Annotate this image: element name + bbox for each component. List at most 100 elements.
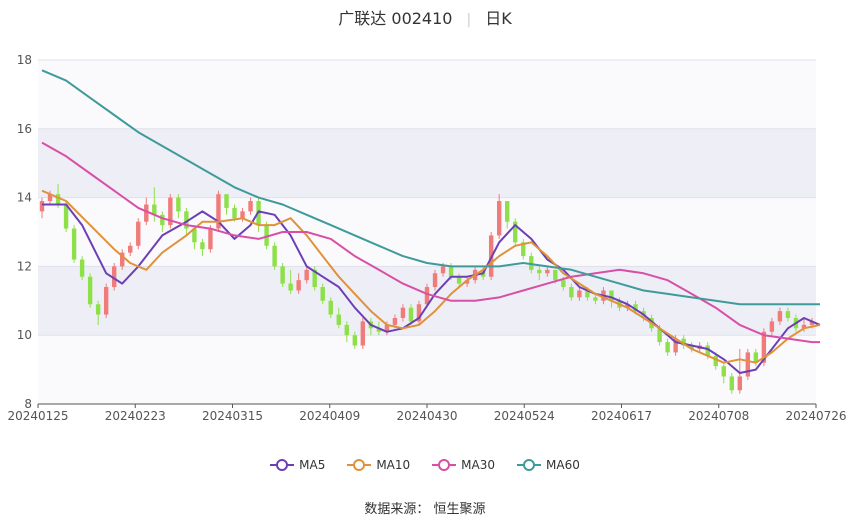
candle-body: [408, 307, 414, 322]
candle-body: [761, 331, 767, 363]
candle-body: [553, 269, 558, 281]
candle-body: [128, 245, 133, 253]
candle-body: [753, 352, 759, 363]
candle-body: [745, 352, 751, 377]
series-line-ma30: [41, 141, 820, 344]
candle-body: [240, 211, 245, 219]
candle-body: [657, 328, 662, 343]
candle-body: [336, 314, 341, 325]
candle-body: [545, 269, 550, 274]
candle-body: [152, 204, 157, 215]
candle-body: [705, 345, 710, 356]
candle-body: [496, 201, 502, 236]
stock-name: 广联达 002410: [338, 9, 453, 28]
candle-body: [103, 287, 109, 315]
candle-body: [529, 256, 534, 270]
legend-item-ma60[interactable]: MA60: [517, 458, 580, 472]
candle-body: [376, 328, 382, 332]
data-source: 数据来源： 恒生聚源: [364, 502, 486, 517]
candle-body: [448, 266, 454, 277]
candle-body: [432, 273, 438, 288]
candle-body: [400, 307, 406, 318]
candle-body: [665, 342, 670, 353]
candle-body: [569, 287, 574, 298]
legend-swatch-ma5: [270, 459, 295, 471]
candle-body: [625, 304, 630, 308]
candle-body: [144, 204, 149, 222]
legend-label-ma10: MA10: [376, 458, 411, 472]
x-tick-label: 20240708: [688, 409, 749, 423]
candle-body: [416, 304, 422, 322]
candle-body: [537, 269, 542, 274]
legend-swatch-ma30: [432, 459, 457, 471]
legend-item-ma5[interactable]: MA5: [270, 458, 325, 472]
grid-band: [38, 128, 816, 198]
candle-body: [248, 201, 253, 212]
candle-body: [63, 204, 69, 229]
legend: MA5 MA10 MA30 MA60: [0, 458, 850, 472]
candle-body: [785, 311, 791, 318]
candle-body: [111, 266, 117, 288]
period-label: 日K: [485, 9, 512, 28]
series-line-ma60: [41, 69, 820, 306]
candle-body: [264, 225, 269, 246]
x-tick-label: 20240315: [202, 409, 263, 423]
candle-body: [320, 287, 325, 301]
candle-body: [87, 276, 93, 305]
candle-body: [721, 366, 726, 377]
legend-label-ma5: MA5: [299, 458, 326, 472]
candle-body: [200, 242, 205, 250]
candle-body: [304, 269, 309, 281]
x-tick-label: 20240409: [299, 409, 360, 423]
candle-body: [328, 300, 333, 315]
candle-body: [737, 376, 743, 391]
candle-body: [352, 335, 358, 346]
y-tick-label: 14: [17, 191, 32, 205]
candle-body: [456, 276, 462, 284]
x-tick-label: 20240125: [7, 409, 68, 423]
candle-body: [777, 311, 783, 322]
candle-body: [673, 338, 678, 353]
candle-body: [232, 207, 237, 219]
candle-body: [192, 228, 197, 243]
candle-body: [95, 304, 101, 315]
candle-body: [424, 287, 430, 305]
series-line-ma5: [42, 203, 821, 374]
legend-swatch-ma60: [517, 459, 542, 471]
candle-body: [464, 280, 470, 284]
candle-body: [809, 321, 815, 325]
candle-body: [176, 197, 181, 212]
y-tick-label: 16: [17, 122, 32, 136]
x-tick-label: 20240223: [105, 409, 166, 423]
legend-label-ma30: MA30: [461, 458, 496, 472]
candle-body: [47, 194, 53, 202]
candle-body: [561, 280, 566, 288]
y-tick-label: 18: [17, 53, 32, 67]
candle-body: [120, 252, 125, 267]
candle-body: [769, 321, 775, 332]
x-tick-label: 20240617: [591, 409, 652, 423]
candle-body: [689, 345, 694, 349]
candle-body: [216, 194, 221, 229]
candle-body: [39, 201, 45, 212]
candle-body: [384, 324, 390, 332]
candle-body: [168, 197, 173, 226]
candle-body: [577, 290, 582, 298]
title-separator: |: [466, 12, 472, 28]
x-tick-label: 20240524: [494, 409, 555, 423]
candle-body: [208, 228, 213, 250]
candle-body: [184, 211, 189, 229]
y-tick-label: 12: [17, 259, 32, 273]
candle-body: [392, 318, 398, 325]
candle-body: [585, 290, 590, 298]
candle-body: [280, 266, 285, 284]
candle-body: [55, 194, 61, 205]
legend-item-ma10[interactable]: MA10: [347, 458, 410, 472]
candle-body: [71, 228, 77, 260]
legend-swatch-ma10: [347, 459, 372, 471]
candle-body: [272, 245, 277, 267]
candle-body: [344, 324, 349, 336]
candle-body: [505, 201, 510, 222]
legend-item-ma30[interactable]: MA30: [432, 458, 495, 472]
